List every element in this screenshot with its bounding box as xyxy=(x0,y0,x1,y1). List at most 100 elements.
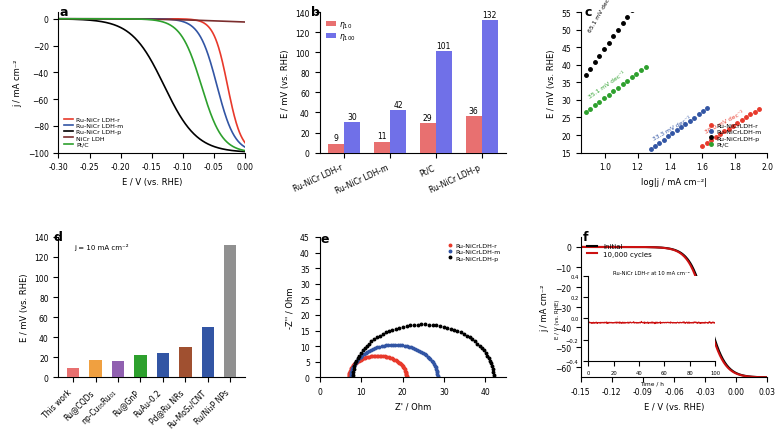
Ru-NiCrLDH-r xyxy=(733,121,742,126)
Pt/C xyxy=(641,65,650,70)
Ru-NiCrLDH-r xyxy=(746,112,755,118)
Ru-NiCr LDH-p xyxy=(191,133,200,138)
Text: 42: 42 xyxy=(393,101,403,110)
Text: a: a xyxy=(60,6,69,19)
Ru-NiCr LDH-r xyxy=(173,17,182,23)
Y-axis label: E / mV (vs. RHE): E / mV (vs. RHE) xyxy=(280,49,290,117)
NiCr LDH xyxy=(243,20,252,26)
Ru-NiCr LDH-r xyxy=(191,18,200,23)
Pt/C xyxy=(613,86,622,91)
Line: Ru-NiCr LDH-r: Ru-NiCr LDH-r xyxy=(58,20,248,147)
Ru-NiCrLDH-p xyxy=(613,28,622,33)
Text: f: f xyxy=(583,230,588,243)
Ru-NiCr LDH-p xyxy=(76,18,86,23)
Pt/C xyxy=(54,17,63,22)
Y-axis label: E / mV (vs. RHE): E / mV (vs. RHE) xyxy=(547,49,555,117)
Pt/C xyxy=(608,89,618,95)
Ru-NiCrLDH-m xyxy=(366,347,375,352)
Bar xyxy=(328,144,344,153)
Ru-NiCr LDH-r xyxy=(76,17,86,22)
Pt/C xyxy=(622,79,632,84)
Bar xyxy=(67,368,79,378)
Ru-NiCrLDH-p xyxy=(599,48,608,53)
Line: Ru-NiCrLDH-r: Ru-NiCrLDH-r xyxy=(700,108,761,148)
Ru-NiCr LDH-m xyxy=(191,28,200,33)
Ru-NiCrLDH-r xyxy=(348,364,358,369)
Ru-NiCr LDH-p xyxy=(243,150,252,155)
Pt/C xyxy=(627,76,636,81)
Legend: Ru-NiCrLDH-r, Ru-NiCrLDH-m, Ru-NiCrLDH-p: Ru-NiCrLDH-r, Ru-NiCrLDH-m, Ru-NiCrLDH-p xyxy=(444,240,503,263)
Initial xyxy=(763,375,772,380)
Ru-NiCrLDH-r xyxy=(728,124,738,129)
Ru-NiCr LDH-m xyxy=(243,147,252,152)
Ru-NiCrLDH-r xyxy=(724,127,733,132)
10,000 cycles xyxy=(590,245,599,250)
Bar xyxy=(344,123,360,153)
Bar xyxy=(202,328,214,378)
Ru-NiCrLDH-p xyxy=(348,375,358,380)
Ru-NiCrLDH-m xyxy=(352,358,361,364)
Line: Ru-NiCrLDH-r: Ru-NiCrLDH-r xyxy=(347,355,408,379)
Pt/C xyxy=(129,17,138,23)
Ru-NiCrLDH-r xyxy=(353,359,362,365)
Legend: $\eta_{10}$, $\eta_{100}$: $\eta_{10}$, $\eta_{100}$ xyxy=(323,17,358,46)
Ru-NiCr LDH-p xyxy=(129,35,138,40)
Y-axis label: j / mA cm⁻²: j / mA cm⁻² xyxy=(13,59,23,107)
NiCr LDH xyxy=(191,19,200,24)
Pt/C xyxy=(618,82,627,88)
Pt/C xyxy=(243,149,252,155)
Legend: Ru-NiCr LDH-r, Ru-NiCr LDH-m, Ru-NiCr LDH-p, NiCr LDH, Pt/C: Ru-NiCr LDH-r, Ru-NiCr LDH-m, Ru-NiCr LD… xyxy=(62,115,125,150)
Pt/C xyxy=(604,93,613,98)
10,000 cycles xyxy=(566,245,575,250)
Text: e: e xyxy=(321,232,330,245)
10,000 cycles xyxy=(630,245,640,250)
Ru-NiCr LDH-r xyxy=(115,17,125,22)
Ru-NiCrLDH-m xyxy=(659,138,668,143)
Ru-NiCrLDH-m xyxy=(689,116,699,121)
Ru-NiCrLDH-m xyxy=(672,128,682,134)
Ru-NiCrLDH-r xyxy=(707,138,716,143)
Bar xyxy=(435,52,452,153)
X-axis label: E / V (vs. RHE): E / V (vs. RHE) xyxy=(122,178,182,187)
Text: b: b xyxy=(311,6,320,19)
Line: Ru-NiCrLDH-m: Ru-NiCrLDH-m xyxy=(649,107,709,151)
Ru-NiCrLDH-r xyxy=(715,132,724,138)
Pt/C xyxy=(599,96,608,102)
Ru-NiCr LDH-r xyxy=(243,144,252,149)
Ru-NiCrLDH-m xyxy=(359,352,368,357)
NiCr LDH xyxy=(192,19,201,24)
Text: j = 10 mA cm⁻²: j = 10 mA cm⁻² xyxy=(74,243,129,250)
Text: 33.3 mV dec⁻¹: 33.3 mV dec⁻¹ xyxy=(652,116,692,142)
Ru-NiCr LDH-m xyxy=(129,17,138,22)
Ru-NiCrLDH-p xyxy=(590,60,600,66)
Ru-NiCr LDH-m xyxy=(192,29,201,34)
Bar xyxy=(157,354,169,378)
Ru-NiCrLDH-p xyxy=(417,322,426,327)
Ru-NiCrLDH-m xyxy=(368,346,378,352)
Ru-NiCrLDH-p xyxy=(381,330,390,335)
Pt/C xyxy=(115,17,125,23)
X-axis label: log|j / mA cm⁻²|: log|j / mA cm⁻²| xyxy=(641,178,707,187)
10,000 cycles xyxy=(689,271,699,276)
Line: NiCr LDH: NiCr LDH xyxy=(58,20,248,23)
Ru-NiCrLDH-r xyxy=(737,118,746,123)
Ru-NiCrLDH-r xyxy=(720,129,729,135)
Ru-NiCr LDH-r xyxy=(192,19,201,24)
Ru-NiCrLDH-r xyxy=(702,141,711,146)
Initial xyxy=(643,245,653,250)
Bar xyxy=(481,21,498,153)
Ru-NiCr LDH-m xyxy=(54,17,63,22)
Bar xyxy=(374,142,390,153)
Text: 35.1 mV dec⁻¹: 35.1 mV dec⁻¹ xyxy=(587,71,626,100)
Pt/C xyxy=(191,65,200,70)
Y-axis label: E / mV (vs. RHE): E / mV (vs. RHE) xyxy=(19,273,29,342)
Ru-NiCrLDH-p xyxy=(358,348,367,353)
Line: Pt/C: Pt/C xyxy=(584,66,647,115)
X-axis label: E / V (vs. RHE): E / V (vs. RHE) xyxy=(644,402,704,411)
Text: 132: 132 xyxy=(482,10,497,20)
Ru-NiCrLDH-r xyxy=(698,144,707,149)
X-axis label: Z' / Ohm: Z' / Ohm xyxy=(395,402,431,411)
Ru-NiCrLDH-p xyxy=(375,333,384,339)
Text: 29: 29 xyxy=(423,114,432,123)
Pt/C xyxy=(581,110,590,115)
